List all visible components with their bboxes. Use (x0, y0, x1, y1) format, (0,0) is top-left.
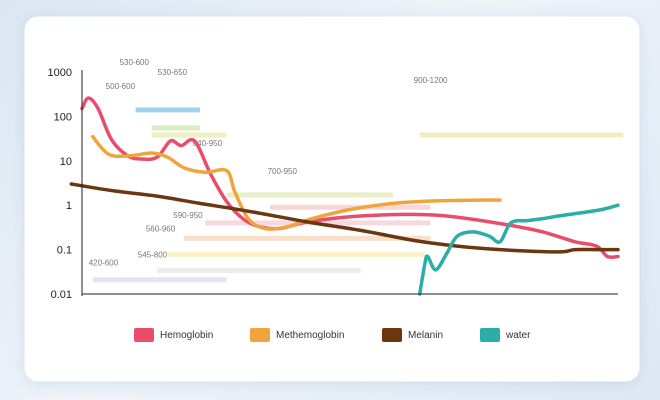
legend-label-hemoglobin: Hemoglobin (160, 329, 214, 341)
range-label-7: 560-960 (146, 224, 176, 233)
y-tick-labels: 1000 100 10 1 0.1 0.01 (48, 67, 72, 301)
range-label-2: 500-600 (106, 82, 136, 91)
series-line-hemoglobin (80, 96, 620, 259)
legend-swatch-melanin (382, 328, 402, 342)
legend-label-melanin: Melanin (408, 329, 444, 341)
wavelength-ranges: 530-600 530-650 500-600 900-1200 640-950 700-… (89, 58, 624, 283)
range-bar-9 (92, 277, 227, 283)
series-line-water (417, 203, 620, 296)
range-label-9: 420-600 (89, 259, 119, 268)
legend: Hemoglobin Methemoglobin Melanin water (0, 328, 660, 352)
range-bar-8 (167, 251, 426, 257)
axes (81, 70, 618, 296)
y-tick-label-4: 0.1 (57, 245, 72, 257)
range-label-1: 530-650 (158, 68, 188, 77)
range-bar-3 (419, 132, 624, 138)
y-tick-label-3: 1 (66, 200, 72, 212)
range-label-0: 530-600 (120, 58, 150, 67)
range-bar-0 (135, 107, 200, 113)
legend-label-water: water (506, 329, 531, 341)
range-bar-7 (183, 235, 431, 241)
legend-item-hemoglobin: Hemoglobin (134, 328, 213, 342)
range-label-5: 700-950 (268, 167, 298, 176)
chart-card (26, 18, 638, 380)
legend-swatch-methemoglobin (250, 328, 270, 342)
range-label-8: 545-800 (138, 250, 168, 259)
legend-label-methemoglobin: Methemoglobin (276, 329, 345, 341)
legend-item-methemoglobin: Methemoglobin (250, 328, 344, 342)
range-bar-5 (269, 204, 431, 210)
range-bar-4 (226, 192, 393, 198)
y-tick-label-0: 1000 (48, 67, 72, 79)
range-bar-2 (151, 132, 227, 138)
y-tick-label-5: 0.01 (51, 289, 72, 301)
series-line-methemoglobin (90, 134, 502, 231)
series-line-melanin (69, 182, 620, 254)
y-tick-label-1: 100 (54, 111, 72, 123)
legend-swatch-water (480, 328, 500, 342)
legend-item-melanin: Melanin (382, 328, 443, 342)
range-bar-10 (157, 267, 361, 273)
y-tick-label-2: 10 (60, 156, 72, 168)
legend-item-water: water (480, 328, 530, 342)
range-label-4: 640-950 (193, 139, 223, 148)
range-label-3: 900-1200 (414, 76, 448, 85)
range-bar-1 (151, 125, 200, 131)
series-lines (69, 96, 620, 296)
legend-swatch-hemoglobin (134, 328, 154, 342)
range-label-6: 590-950 (173, 211, 203, 220)
